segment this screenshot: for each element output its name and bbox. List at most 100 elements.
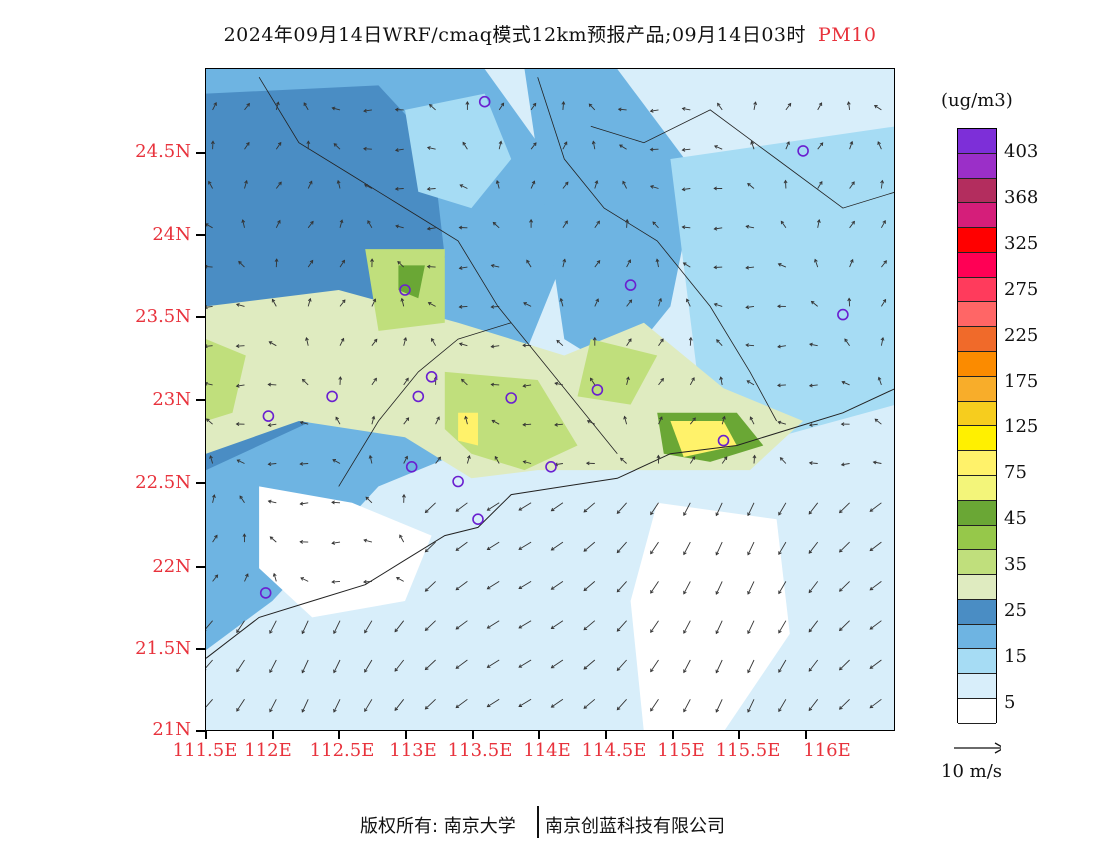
wind-arrow [562,101,565,110]
wind-arrow [880,180,883,189]
wind-arrowhead [269,669,273,674]
wind-arrow [300,502,309,505]
y-tick [196,566,205,568]
wind-arrowhead [301,708,306,713]
wind-arrow [518,698,532,707]
wind-arrow [487,581,500,590]
station-marker [545,460,557,473]
wind-arrow [689,337,692,346]
wind-arrowhead [563,141,568,146]
wind-arrow [523,302,532,307]
wind-arrow [686,298,691,307]
wind-arrowhead [585,461,590,466]
wind-arrowhead [333,630,337,635]
wind-arrowhead [851,181,855,186]
wind-arrowhead [747,669,751,674]
wind-arrowhead [873,105,878,109]
wind-arrowhead [808,423,813,427]
wind-arrow [487,698,500,708]
monitoring-stations [259,95,849,599]
legend-swatch [958,575,996,600]
wind-arrow [496,180,500,189]
wind-arrow [555,382,563,386]
wind-arrowhead [246,141,250,146]
wind-arrow [848,101,851,110]
wind-arrow [626,219,628,228]
wind-arrowhead [340,337,345,342]
wind-arrow [753,455,756,464]
station-marker [405,460,418,473]
admin-borders [206,76,894,659]
wind-arrowhead [404,455,408,460]
wind-arrow [717,103,723,111]
wind-arrow [841,463,850,466]
wind-arrow [715,659,723,673]
wind-arrow [208,181,213,189]
wind-arrowhead [583,666,588,670]
y-tick [196,152,205,154]
wind-arrowhead [490,382,495,387]
wind-arrowhead [246,102,250,107]
wind-arrowhead [590,377,594,382]
wind-arrow [721,416,726,425]
legend-label: 125 [1004,416,1039,437]
x-tick [672,731,674,739]
wind-arrow [206,266,213,268]
wind-arrow [491,420,500,425]
wind-arrow [650,659,659,672]
wind-arrowhead [277,141,282,146]
wind-arrowhead [616,510,621,514]
wind-arrowhead [882,298,887,303]
wind-arrow [273,573,277,582]
wind-arrowhead [486,546,491,550]
wind-arrowhead [808,510,813,515]
wind-arrow [658,378,664,386]
y-tick [196,730,205,732]
wind-arrowhead [399,534,403,539]
wind-arrowhead [269,708,273,713]
wind-arrow [399,534,405,543]
wind-arrowhead [522,343,526,348]
wind-arrow [268,423,277,426]
wind-arrowhead [300,577,305,581]
wind-arrow [808,541,819,554]
wind-arrow [403,378,409,386]
map-title: 2024年09月14日WRF/cmaq模式12km预报产品;09月14日03时 P… [0,20,1100,47]
wind-arrowhead [522,383,527,388]
wind-arrow [206,345,213,347]
wind-arrowhead [882,220,886,224]
wind-arrowhead [363,538,368,543]
wind-arrow [626,377,629,386]
wind-arrowhead [777,263,782,267]
concentration-contour [444,371,578,471]
wind-arrowhead [363,108,367,113]
legend-swatch [958,451,996,476]
wind-arrow [616,541,627,553]
forecast-map[interactable] [205,68,895,731]
wind-arrow [747,699,755,713]
wind-arrowhead [683,708,687,713]
station-marker [259,587,272,599]
wind-arrowhead [371,415,376,420]
wind-arrowhead [808,589,813,594]
wind-arrowhead [713,186,718,191]
wind-arrowhead [490,304,495,309]
legend-swatch [958,277,996,303]
wind-arrowhead [779,457,784,461]
wind-arrowhead [819,180,823,185]
wind-arrowhead [713,145,718,149]
wind-arrow [869,620,882,630]
x-tick [538,731,540,739]
wind-arrowhead [869,626,874,630]
wind-arrow [594,180,598,189]
wind-arrowhead [310,220,314,225]
wind-arrow [778,263,787,268]
wind-arrow [682,188,691,191]
concentration-contour [259,486,432,618]
wind-reference-label: 10 m/s [941,761,1002,782]
wind-arrowhead [526,259,530,264]
wind-arrowhead [235,303,240,307]
y-tick-label: 24.5N [135,141,191,162]
wind-arrow [551,698,564,708]
wind-arrow [616,659,627,671]
